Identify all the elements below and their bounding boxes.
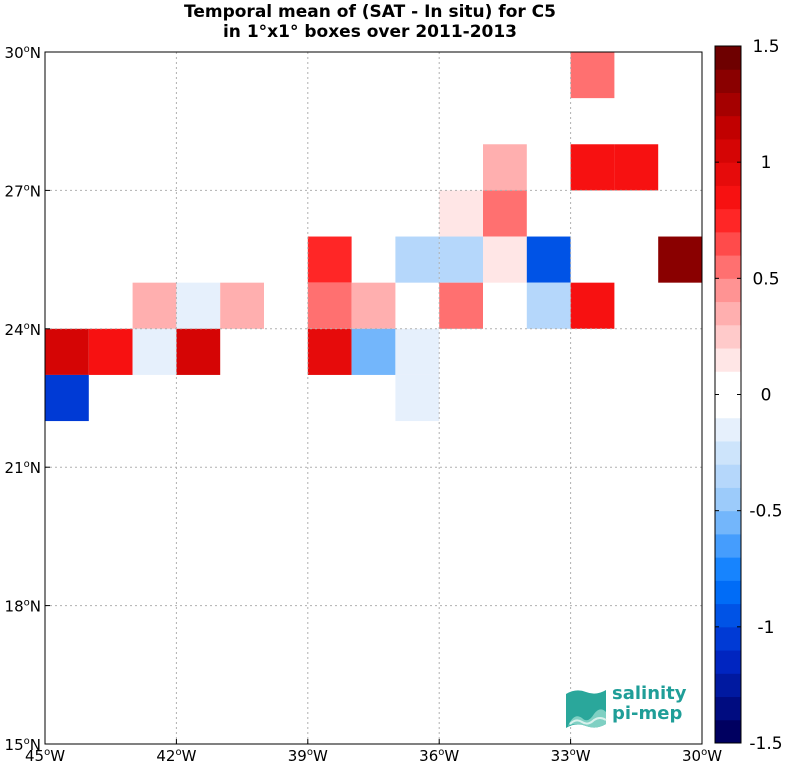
colorbar-segment (715, 69, 741, 93)
grid-cell (614, 144, 659, 191)
colorbar-tick-label: 0.5 (752, 269, 779, 289)
colorbar-segment (715, 92, 741, 117)
colorbar-tick-label: 0 (761, 386, 772, 406)
x-tick-label: 45oW (25, 747, 65, 763)
colorbar-segment (715, 673, 741, 698)
colorbar-segment (715, 603, 741, 628)
colorbar-segment (715, 557, 741, 581)
y-tick-label: 24oN (5, 321, 41, 339)
grid-cell (658, 236, 702, 283)
y-axis-ticks: 30oN 27oN 24oN 21oN 18oN 15oN (5, 44, 50, 754)
grid-cell (439, 236, 483, 283)
logo-text-salinity: salinity (612, 683, 687, 704)
x-tick-label: 30oW (682, 747, 722, 763)
x-tick-label: 39oW (288, 747, 328, 763)
y-tick-label: 21oN (5, 459, 41, 477)
colorbar-tick-label: -0.5 (749, 502, 782, 522)
grid-cell (570, 52, 615, 99)
colorbar-tick-label: -1.5 (749, 734, 782, 754)
colorbar-segment (715, 231, 741, 256)
colorbar-ticks: 1.5 1 0.5 0 -0.5 -1 -1.5 (715, 37, 783, 754)
chart-title-line1: Temporal mean of (SAT - In situ) for C5 (184, 2, 556, 22)
colorbar-segment (715, 719, 741, 744)
colorbar-segment (715, 580, 741, 605)
grid-cell (132, 328, 177, 375)
y-tick-label: 15oN (5, 736, 41, 754)
grid-cell (132, 282, 177, 329)
colorbar-segment (715, 650, 741, 674)
colorbar-segment (715, 278, 741, 303)
colorbar-segment (715, 255, 741, 279)
grid-cell (483, 144, 527, 191)
grid-cell (439, 282, 483, 329)
x-axis-ticks: 45oW 42oW 39oW 36oW 33oW 30oW (25, 739, 722, 763)
colorbar-segment (715, 533, 741, 558)
colorbar-segment (715, 371, 741, 395)
y-tick-label: 30oN (5, 44, 41, 62)
colorbar-segment (715, 185, 741, 210)
grid-cell (351, 282, 396, 329)
colorbar-segment (715, 394, 741, 419)
map-cells (45, 52, 702, 422)
y-tick-label: 27oN (5, 182, 41, 200)
grid-cell (307, 282, 352, 329)
grid-cell (483, 190, 527, 237)
colorbar-segment (715, 510, 741, 535)
colorbar-tick-label: 1.5 (752, 37, 779, 57)
grid-cell (220, 282, 264, 329)
colorbar-segment (715, 417, 741, 442)
grid-cell (570, 282, 615, 329)
colorbar-segment (715, 324, 741, 349)
logo-wave-icon (566, 690, 607, 728)
grid-cell (483, 236, 527, 283)
colorbar-segment (715, 464, 741, 488)
grid-cell (395, 236, 440, 283)
grid-cell (570, 144, 615, 191)
colorbar-segment (715, 301, 741, 326)
colorbar-segment (715, 487, 741, 512)
colorbar-segment (715, 348, 741, 372)
colorbar-segment (715, 138, 741, 163)
grid-cell (307, 236, 352, 283)
grid-cell (439, 190, 483, 237)
colorbar-tick-label: 1 (761, 153, 772, 173)
colorbar-segment (715, 208, 741, 233)
grid-cell (307, 328, 352, 375)
y-tick-label: 18oN (5, 598, 41, 616)
colorbar-segment (715, 696, 741, 721)
grid-cell (176, 282, 221, 329)
x-tick-label: 36oW (419, 747, 459, 763)
logo-text-pimep: pi-mep (612, 703, 683, 724)
grid-cell (395, 328, 440, 375)
grid-cell (526, 282, 571, 329)
colorbar-segment (715, 162, 741, 186)
colorbar-segment (715, 440, 741, 465)
map-frame (44, 51, 703, 745)
grid-cell (176, 328, 221, 375)
grid-cell (526, 236, 571, 283)
grid-cell (88, 328, 133, 375)
salinity-pi-mep-logo: salinity pi-mep (562, 684, 697, 734)
grid-cell (45, 328, 89, 375)
x-tick-label: 42oW (156, 747, 196, 763)
colorbar-segment (715, 46, 741, 70)
x-tick-label: 33oW (551, 747, 591, 763)
grid-cell (395, 374, 440, 422)
grid-cell (45, 374, 89, 422)
colorbar-segment (715, 626, 741, 651)
colorbar-segment (715, 115, 741, 140)
grid-cell (351, 328, 396, 375)
colorbar-tick-label: -1 (758, 618, 775, 638)
chart-title-line2: in 1°x1° boxes over 2011-2013 (222, 22, 518, 42)
